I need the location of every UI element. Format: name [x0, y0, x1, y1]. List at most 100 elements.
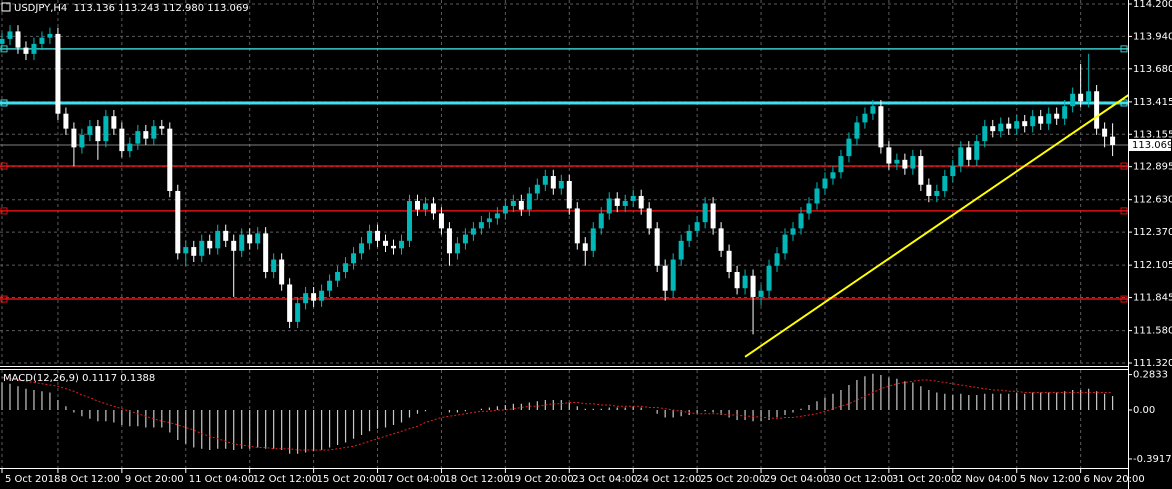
candle-body: [199, 240, 205, 256]
candle-body: [287, 284, 293, 322]
candle-body: [175, 190, 181, 254]
candle-body: [1038, 116, 1044, 124]
candle-body: [526, 193, 532, 210]
candle-body: [654, 228, 660, 266]
candle-body: [47, 33, 53, 38]
current-price-label: 113.069: [1132, 140, 1172, 151]
x-tick-label: 31 Oct 20:00: [892, 474, 957, 485]
candle-body: [279, 259, 285, 285]
candle-body: [231, 240, 237, 251]
level-handle: [0, 162, 8, 170]
candle-body: [215, 230, 221, 249]
level-handle: [0, 295, 8, 303]
candle-body: [838, 156, 844, 173]
candle-body: [502, 205, 508, 214]
level-handle: [1120, 99, 1128, 107]
candle-body: [814, 188, 820, 204]
candle-body: [718, 228, 724, 251]
candle-body: [414, 200, 420, 210]
candle-body: [990, 126, 996, 132]
candle-body: [982, 126, 988, 142]
y-tick-label: 113.940: [1133, 31, 1172, 42]
candle-body: [327, 280, 333, 291]
candle-body: [15, 31, 21, 48]
x-tick-label: 25 Oct 20:00: [700, 474, 765, 485]
level-handle: [1120, 45, 1128, 53]
candle-body: [638, 195, 644, 209]
y-tick-label: -0.3917: [1133, 454, 1172, 465]
candle-body: [622, 200, 628, 206]
x-tick-label: 15 Oct 20:00: [317, 474, 382, 485]
candle-body: [702, 203, 708, 223]
candle-body: [7, 31, 13, 39]
candle-body: [846, 138, 852, 157]
candle-body: [271, 259, 277, 273]
x-tick-label: 18 Oct 12:00: [444, 474, 509, 485]
candle-body: [478, 222, 484, 229]
candle-body: [966, 147, 972, 160]
candle-body: [1094, 91, 1100, 129]
candle-body: [31, 43, 37, 54]
candle-body: [614, 198, 620, 206]
candle-body: [798, 213, 804, 229]
candle-body: [750, 275, 756, 297]
candle-body: [582, 243, 588, 251]
candle-body: [694, 222, 700, 231]
candle-body: [902, 159, 908, 169]
x-tick-label: 5 Nov 12:00: [1020, 474, 1081, 485]
level-handle: [1120, 162, 1128, 170]
candle-body: [1070, 93, 1076, 107]
candle-body: [670, 259, 676, 291]
candle-body: [406, 200, 412, 241]
candle-body: [135, 131, 141, 144]
candle-body: [63, 113, 69, 129]
candle-body: [958, 147, 964, 167]
candle-body: [111, 116, 117, 129]
candle-body: [774, 253, 780, 266]
y-tick-label: 111.320: [1133, 358, 1172, 369]
x-tick-label: 24 Oct 12:00: [636, 474, 701, 485]
candle-body: [454, 243, 460, 254]
candle-body: [1030, 116, 1036, 127]
x-tick-label: 9 Oct 20:00: [125, 474, 184, 485]
candle-body: [566, 181, 572, 209]
candle-body: [790, 228, 796, 235]
candle-body: [782, 234, 788, 254]
candle-body: [630, 195, 636, 201]
candle-body: [1046, 113, 1052, 124]
candle-body: [822, 178, 828, 189]
candle-body: [119, 128, 125, 152]
candle-body: [1054, 113, 1060, 119]
candle-body: [886, 147, 892, 164]
level-handle: [0, 99, 8, 107]
candle-body: [462, 234, 468, 244]
candle-body: [343, 263, 349, 273]
candle-body: [950, 166, 956, 177]
candle-body: [686, 230, 692, 241]
y-tick-label: 0.00: [1133, 405, 1155, 416]
candle-body: [766, 265, 772, 291]
candle-body: [1006, 123, 1012, 129]
y-tick-label: 113.155: [1133, 129, 1172, 140]
candle-body: [87, 126, 93, 135]
candle-body: [143, 131, 149, 139]
candle-body: [159, 126, 165, 129]
candle-body: [1022, 121, 1028, 127]
x-tick-label: 8 Oct 12:00: [61, 474, 120, 485]
candle-body: [678, 240, 684, 260]
candle-body: [319, 290, 325, 301]
candle-body: [926, 184, 932, 196]
candle-body: [438, 213, 444, 229]
candle-body: [79, 134, 85, 148]
candle-body: [23, 47, 29, 54]
candle-body: [542, 176, 548, 185]
candle-body: [518, 200, 524, 210]
candle-body: [95, 126, 101, 142]
candle-body: [974, 141, 980, 160]
candle-body: [1102, 128, 1108, 137]
candle-body: [470, 228, 476, 235]
y-tick-label: 111.845: [1133, 293, 1172, 304]
x-tick-label: 17 Oct 04:00: [381, 474, 446, 485]
current-price-box: [1129, 138, 1171, 151]
